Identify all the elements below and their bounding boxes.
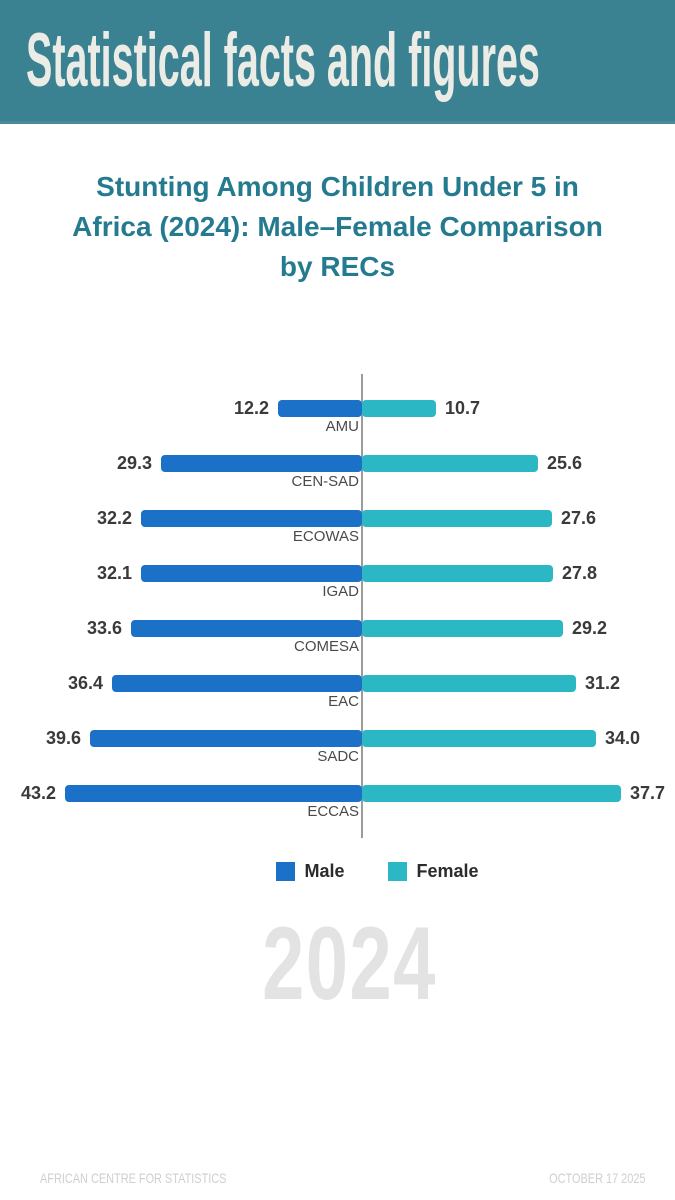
male-bar xyxy=(112,675,362,692)
footer-right-text: OCTOBER 17 2025 xyxy=(548,1170,645,1186)
male-bar xyxy=(65,785,362,802)
male-value-label: 12.2 xyxy=(233,398,269,418)
category-label: CEN-SAD xyxy=(291,473,359,490)
female-value-label: 10.7 xyxy=(445,398,481,418)
female-value-label: 27.6 xyxy=(561,508,597,528)
female-bar xyxy=(362,565,553,582)
category-label: AMU xyxy=(325,418,359,435)
male-value-label: 39.6 xyxy=(45,728,81,748)
category-label: ECOWAS xyxy=(292,528,359,545)
banner-title: Statistical facts and figures xyxy=(26,18,540,103)
chart-title: Stunting Among Children Under 5 in Afric… xyxy=(0,167,675,287)
male-bar xyxy=(278,400,362,417)
female-color-swatch xyxy=(388,862,408,881)
female-bar xyxy=(362,785,621,802)
chart-title-line-2: Africa (2024): Male–Female Comparison xyxy=(72,211,603,242)
legend-item-male: Male xyxy=(276,861,344,882)
male-bar xyxy=(90,730,362,747)
category-label: EAC xyxy=(328,693,359,710)
female-bar xyxy=(362,675,576,692)
header-banner: Statistical facts and figures xyxy=(0,0,675,124)
footer-left-text: AFRICAN CENTRE FOR STATISTICS xyxy=(40,1170,227,1186)
female-bar xyxy=(362,620,563,637)
male-bar xyxy=(131,620,362,637)
female-value-label: 25.6 xyxy=(547,453,583,473)
male-value-label: 32.1 xyxy=(96,563,132,583)
female-value-label: 34.0 xyxy=(605,728,641,748)
chart-title-line-3: by RECs xyxy=(279,251,396,282)
female-bar xyxy=(362,510,552,527)
female-bar xyxy=(362,730,596,747)
male-value-label: 32.2 xyxy=(96,508,132,528)
category-label: SADC xyxy=(317,748,359,765)
center-axis-line xyxy=(361,374,363,838)
category-label: ECCAS xyxy=(307,803,359,820)
male-bar xyxy=(161,455,362,472)
female-value-label: 37.7 xyxy=(630,783,666,803)
female-value-label: 31.2 xyxy=(585,673,621,693)
category-label: COMESA xyxy=(293,638,359,655)
legend-label-male: Male xyxy=(304,861,345,881)
female-bar xyxy=(362,400,436,417)
male-bar xyxy=(141,510,362,527)
legend-item-female: Female xyxy=(388,861,479,882)
female-value-label: 29.2 xyxy=(572,618,608,638)
male-value-label: 29.3 xyxy=(116,453,152,473)
male-color-swatch xyxy=(276,862,296,881)
male-value-label: 33.6 xyxy=(86,618,122,638)
footer: AFRICAN CENTRE FOR STATISTICS OCTOBER 17… xyxy=(0,1170,675,1186)
chart-title-line-1: Stunting Among Children Under 5 in xyxy=(96,171,579,202)
year-watermark: 2024 xyxy=(262,906,437,1022)
category-label: IGAD xyxy=(322,583,359,600)
female-value-label: 27.8 xyxy=(562,563,598,583)
female-bar xyxy=(362,455,538,472)
legend-label-female: Female xyxy=(416,861,479,881)
male-value-label: 36.4 xyxy=(67,673,103,693)
male-bar xyxy=(141,565,362,582)
chart-legend: Male Female xyxy=(40,861,675,882)
male-value-label: 43.2 xyxy=(20,783,56,803)
